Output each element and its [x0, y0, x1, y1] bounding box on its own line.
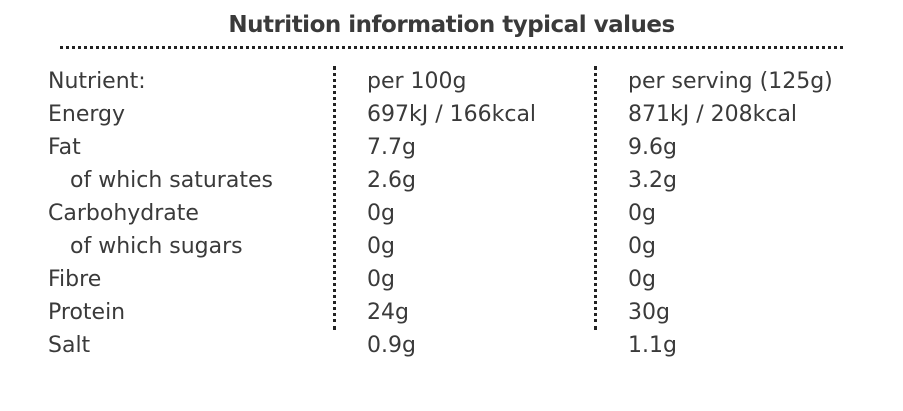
- nutrient-value: 0g: [367, 234, 395, 259]
- table-row: Fibre 0g 0g: [0, 264, 903, 297]
- table-row: of which sugars 0g 0g: [0, 231, 903, 264]
- nutrient-value: 7.7g: [367, 135, 416, 160]
- column-divider: [333, 66, 336, 330]
- column-divider: [594, 66, 597, 330]
- nutrient-label: Fibre: [48, 267, 102, 292]
- nutrient-value: 0g: [628, 201, 656, 226]
- nutrient-value: 1.1g: [628, 333, 677, 358]
- nutrient-value: 3.2g: [628, 168, 677, 193]
- table-row: Protein 24g 30g: [0, 297, 903, 330]
- nutrient-value: 30g: [628, 300, 670, 325]
- nutrient-value: 9.6g: [628, 135, 677, 160]
- nutrient-value: 24g: [367, 300, 409, 325]
- nutrient-value: 0g: [628, 267, 656, 292]
- nutrient-value: per 100g: [367, 69, 467, 94]
- nutrient-value: 2.6g: [367, 168, 416, 193]
- nutrient-value: 0g: [367, 267, 395, 292]
- nutrient-label: Nutrient:: [48, 69, 146, 94]
- nutrient-value: 871kJ / 208kcal: [628, 102, 798, 127]
- nutrient-label: Carbohydrate: [48, 201, 199, 226]
- table-row: Nutrient: per 100g per serving (125g): [0, 66, 903, 99]
- nutrient-label: Energy: [48, 102, 126, 127]
- nutrient-label: Protein: [48, 300, 126, 325]
- nutrient-value: 0g: [628, 234, 656, 259]
- nutrient-label: of which sugars: [70, 234, 243, 259]
- dotted-rule: [60, 46, 843, 49]
- table-row: Fat 7.7g 9.6g: [0, 132, 903, 165]
- nutrient-value: per serving (125g): [628, 69, 833, 94]
- table-row: Salt 0.9g 1.1g: [0, 330, 903, 363]
- nutrient-value: 697kJ / 166kcal: [367, 102, 537, 127]
- table-row: of which saturates 2.6g 3.2g: [0, 165, 903, 198]
- nutrient-label: of which saturates: [70, 168, 273, 193]
- nutrient-label: Salt: [48, 333, 91, 358]
- title: Nutrition information typical values: [228, 12, 675, 38]
- nutrient-label: Fat: [48, 135, 81, 160]
- table-row: Energy 697kJ / 166kcal 871kJ / 208kcal: [0, 99, 903, 132]
- nutrient-value: 0.9g: [367, 333, 416, 358]
- nutrient-value: 0g: [367, 201, 395, 226]
- table-row: Carbohydrate 0g 0g: [0, 198, 903, 231]
